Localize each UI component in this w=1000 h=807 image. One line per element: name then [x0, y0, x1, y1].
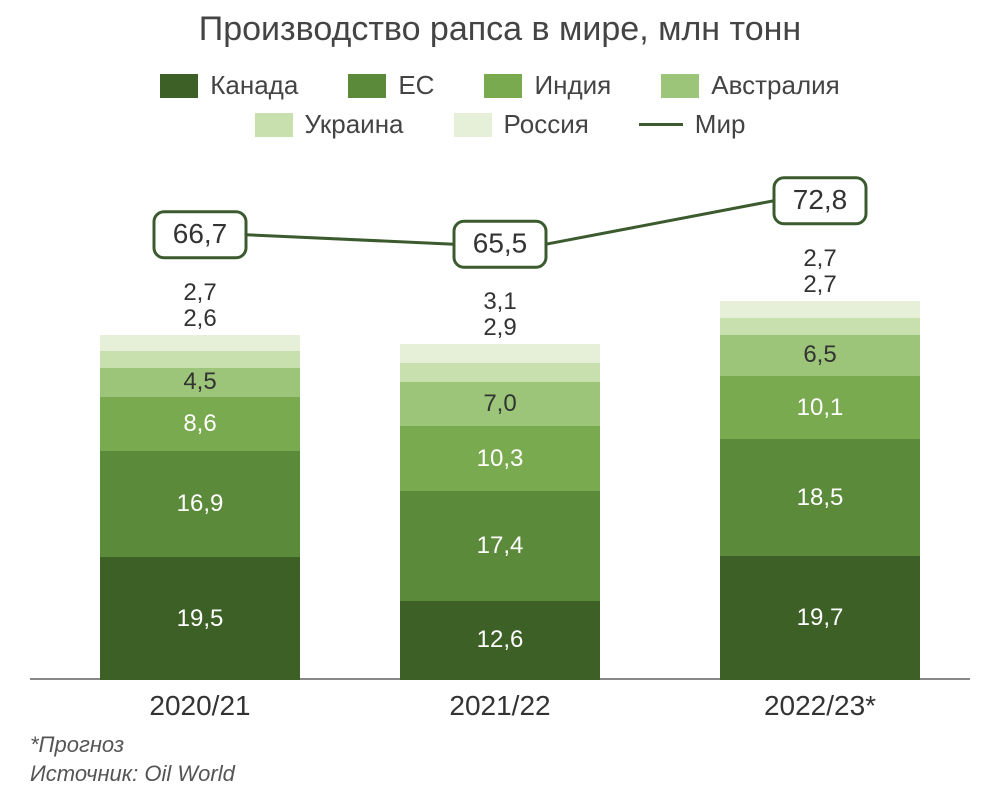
legend-item-russia: Россия	[454, 109, 589, 140]
legend-label: Канада	[210, 70, 298, 101]
legend: Канада ЕС Индия Австралия Украина Р	[0, 70, 1000, 148]
legend-line-swatch	[639, 123, 683, 126]
legend-item-australia: Австралия	[661, 70, 839, 101]
legend-item-eu: ЕС	[348, 70, 434, 101]
legend-label: Индия	[534, 70, 611, 101]
legend-swatch	[255, 113, 293, 137]
legend-swatch	[484, 74, 522, 98]
legend-swatch	[160, 74, 198, 98]
legend-item-india: Индия	[484, 70, 611, 101]
legend-swatch	[454, 113, 492, 137]
world-line-overlay: 66,7 65,5 72,8	[30, 180, 970, 700]
legend-label: ЕС	[398, 70, 434, 101]
legend-label: Мир	[695, 109, 746, 140]
legend-item-world: Мир	[639, 109, 746, 140]
legend-item-canada: Канада	[160, 70, 298, 101]
world-value-bubble: 66,7	[154, 212, 246, 258]
world-value-bubble: 65,5	[454, 221, 546, 267]
x-axis-label: 2022/23*	[764, 690, 876, 722]
legend-item-ukraine: Украина	[255, 109, 404, 140]
footer-notes: *Прогноз Источник: Oil World	[30, 730, 235, 789]
world-value-label: 65,5	[473, 228, 528, 259]
world-value-label: 72,8	[793, 184, 848, 215]
legend-swatch	[348, 74, 386, 98]
legend-label: Россия	[504, 109, 589, 140]
legend-label: Украина	[305, 109, 404, 140]
world-value-label: 66,7	[173, 218, 228, 249]
x-axis-labels: 2020/21 2021/22 2022/23*	[30, 690, 970, 730]
x-axis-label: 2021/22	[449, 690, 550, 722]
legend-row-2: Украина Россия Мир	[0, 109, 1000, 140]
world-value-bubble: 72,8	[774, 178, 866, 224]
forecast-note: *Прогноз	[30, 730, 235, 760]
chart-title: Производство рапса в мире, млн тонн	[0, 10, 1000, 49]
source-note: Источник: Oil World	[30, 759, 235, 789]
legend-label: Австралия	[711, 70, 839, 101]
legend-row-1: Канада ЕС Индия Австралия	[0, 70, 1000, 101]
chart-container: Производство рапса в мире, млн тонн Кана…	[0, 0, 1000, 807]
x-axis-label: 2020/21	[149, 690, 250, 722]
legend-swatch	[661, 74, 699, 98]
